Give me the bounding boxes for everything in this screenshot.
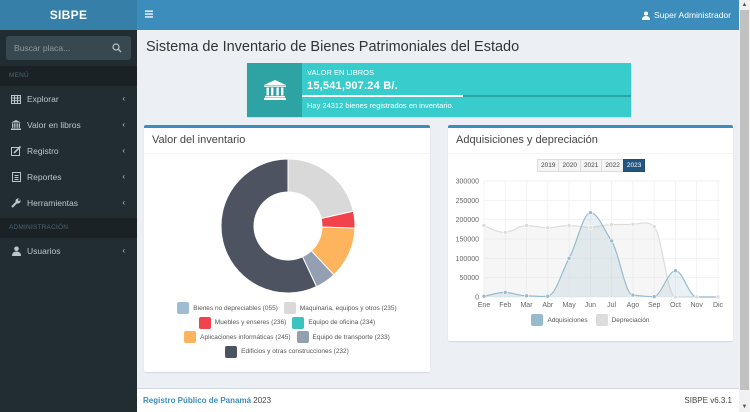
search-input[interactable] [6,36,131,60]
sidebar-item-label: Registro [27,146,59,156]
donut-slice-edificios[interactable] [220,158,318,294]
bank-icon [10,120,22,130]
sidebar-item-label: Usuarios [27,246,61,256]
chevron-left-icon: ‹ [122,146,125,155]
inventory-legend: Bienes no depreciables (055) Maquinaria,… [144,302,430,360]
footer-year: 2023 [251,396,272,405]
search-icon[interactable] [112,43,122,53]
chevron-left-icon: ‹ [122,120,125,129]
sidebar-item-label: Reportes [27,172,62,182]
donut-slice-maquinaria[interactable] [287,158,354,220]
year-tab-2019[interactable]: 2019 [537,159,560,172]
acquisitions-line-chart[interactable]: 300000 250000 200000 150000 100000 50000… [448,173,733,313]
scroll-down-arrow-icon[interactable]: ▼ [741,404,748,410]
footer: Registro Público de Panamá 2023 SIBPE v6… [137,388,739,412]
table-icon [10,94,22,104]
file-icon [10,172,22,182]
legend-item[interactable]: Adquisiciones [531,314,588,326]
svg-text:Oct: Oct [670,302,681,309]
edit-icon [10,146,22,156]
svg-text:250000: 250000 [456,198,479,205]
legend-item[interactable]: Depreciación [595,314,650,326]
svg-text:Sep: Sep [648,302,661,309]
hamburger-menu-icon[interactable] [145,10,153,18]
box-title: Valor del inventario [144,128,430,154]
scroll-up-arrow-icon[interactable]: ▲ [741,2,748,8]
sidebar-item-usuarios[interactable]: Usuarios ‹ [0,238,137,264]
sidebar-item-reportes[interactable]: Reportes ‹ [0,164,137,190]
year-selector: 2019 2020 2021 2022 2023 [537,159,646,172]
year-tab-2022[interactable]: 2022 [601,159,624,172]
section-header-menu: MENÚ [0,66,137,86]
svg-text:50000: 50000 [460,275,480,282]
svg-text:0: 0 [475,295,479,302]
info-box-icon [247,63,302,117]
svg-text:Feb: Feb [499,302,511,309]
svg-text:300000: 300000 [456,179,479,186]
info-box-description: Hay 24312 bienes registrados en inventar… [307,101,454,110]
page-scrollbar[interactable]: ▲ ▼ [739,0,750,412]
svg-text:Mar: Mar [520,302,533,309]
svg-text:Abr: Abr [542,302,554,309]
acquisitions-depreciation-box: Adquisiciones y depreciación 2019 2020 2… [448,125,733,341]
svg-text:100000: 100000 [456,256,479,263]
info-box-progress [302,95,631,97]
legend-item[interactable]: Bienes no depreciables (055) [177,302,278,314]
app-version: SIBPE v6.3.1 [684,396,732,405]
user-icon [10,246,22,256]
chevron-left-icon: ‹ [122,246,125,255]
sidebar: SIBPE MENÚ Explorar ‹ Valor en libros ‹ … [0,0,137,412]
info-box-value: 15,541,907.24 B/. [307,80,398,92]
legend-item[interactable]: Muebles y enseres (236) [198,316,286,329]
svg-text:Dic: Dic [713,302,724,309]
wrench-icon [10,198,22,208]
legend-item[interactable]: Edificios y otras construcciones (232) [225,345,349,358]
section-header-administracion: ADMINISTRACIÓN [0,218,137,238]
org-link[interactable]: Registro Público de Panamá [143,396,252,405]
legend-item[interactable]: Aplicaciones informáticas (245) [184,331,291,343]
year-tab-2023[interactable]: 2023 [622,159,646,172]
info-box-label: VALOR EN LIBROS [307,68,374,77]
user-menu[interactable]: Super Administrador [641,0,731,30]
search-form [6,36,131,60]
year-tab-2020[interactable]: 2020 [558,159,581,172]
svg-text:Jul: Jul [607,302,616,309]
svg-text:Jun: Jun [585,302,596,309]
svg-text:Ago: Ago [627,302,640,309]
top-navbar: Super Administrador [137,0,739,30]
sidebar-item-valor-en-libros[interactable]: Valor en libros ‹ [0,112,137,138]
year-tab-2021[interactable]: 2021 [579,159,603,172]
main-content: Sistema de Inventario de Bienes Patrimon… [137,30,739,386]
app-logo[interactable]: SIBPE [0,0,137,30]
inventory-donut-chart[interactable] [220,158,356,294]
page-title: Sistema de Inventario de Bienes Patrimon… [146,39,520,55]
user-icon [641,11,650,20]
user-name: Super Administrador [653,10,731,20]
legend-item[interactable]: Equipo de oficina (234) [292,316,375,329]
acquisitions-legend: Adquisiciones Depreciación [448,314,733,326]
bank-icon [263,80,286,100]
book-value-info-box: VALOR EN LIBROS 15,541,907.24 B/. Hay 24… [247,63,631,117]
svg-text:Nov: Nov [690,302,703,309]
svg-text:May: May [562,302,576,309]
svg-text:200000: 200000 [456,217,479,224]
sidebar-item-label: Herramientas [27,198,79,208]
sidebar-item-herramientas[interactable]: Herramientas ‹ [0,190,137,216]
svg-text:150000: 150000 [456,237,479,244]
sidebar-item-label: Explorar [27,94,59,104]
sidebar-item-explorar[interactable]: Explorar ‹ [0,86,137,112]
inventory-value-box: Valor del inventario Bienes no depreciab… [144,125,430,372]
sidebar-item-registro[interactable]: Registro ‹ [0,138,137,164]
legend-item[interactable]: Equipo de transporte (233) [296,331,390,343]
chevron-left-icon: ‹ [122,94,125,103]
svg-text:Ene: Ene [478,302,491,309]
box-title: Adquisiciones y depreciación [448,128,733,154]
sidebar-item-label: Valor en libros [27,120,81,130]
chevron-left-icon: ‹ [122,172,125,181]
chevron-left-icon: ‹ [122,198,125,207]
legend-item[interactable]: Maquinaria, equipos y otros (235) [283,302,397,314]
scroll-thumb[interactable] [740,10,749,390]
